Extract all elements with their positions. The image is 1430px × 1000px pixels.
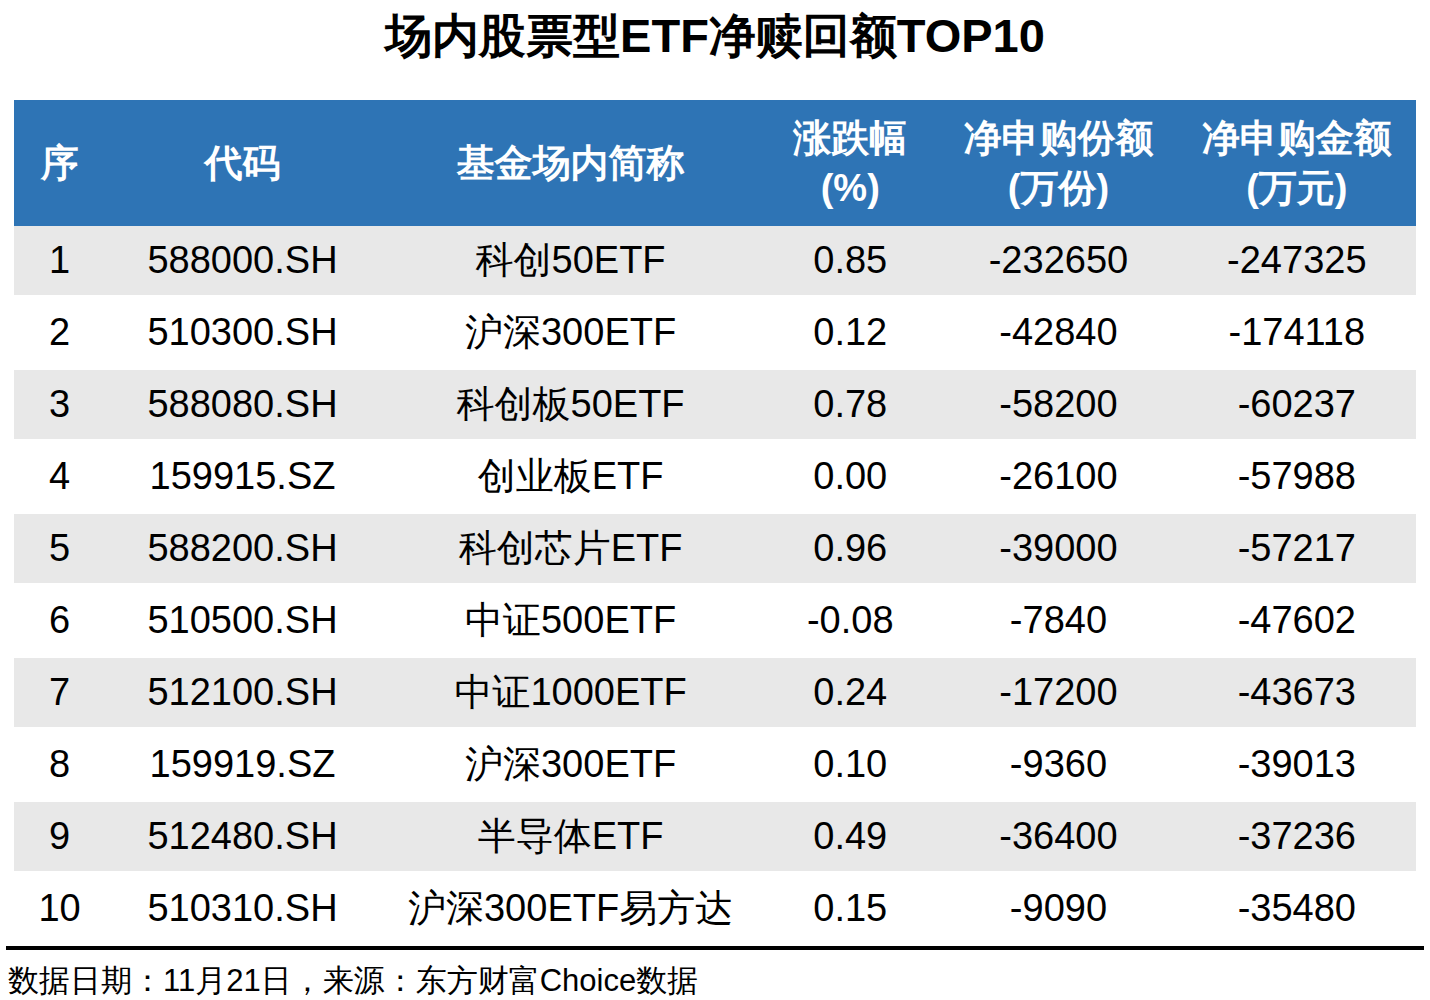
table-cell: -43673 bbox=[1178, 657, 1416, 729]
table-row: 3588080.SH科创板50ETF0.78-58200-60237 bbox=[14, 369, 1416, 441]
table-row: 1588000.SH科创50ETF0.85-232650-247325 bbox=[14, 226, 1416, 297]
table-cell: 2 bbox=[14, 297, 105, 369]
table-cell: 中证1000ETF bbox=[380, 657, 761, 729]
table-cell: 10 bbox=[14, 873, 105, 945]
table-cell: -57217 bbox=[1178, 513, 1416, 585]
table-cell: 588000.SH bbox=[105, 226, 380, 297]
table-cell: 159919.SZ bbox=[105, 729, 380, 801]
table-cell: -26100 bbox=[939, 441, 1177, 513]
table-cell: 512100.SH bbox=[105, 657, 380, 729]
column-header: 序 bbox=[14, 100, 105, 226]
table-cell: 0.49 bbox=[761, 801, 939, 873]
table-cell: -39000 bbox=[939, 513, 1177, 585]
table-cell: 沪深300ETF易方达 bbox=[380, 873, 761, 945]
table-cell: 5 bbox=[14, 513, 105, 585]
table-row: 9512480.SH半导体ETF0.49-36400-37236 bbox=[14, 801, 1416, 873]
table-cell: -42840 bbox=[939, 297, 1177, 369]
table-cell: 沪深300ETF bbox=[380, 297, 761, 369]
table-cell: 0.85 bbox=[761, 226, 939, 297]
column-header-line: 净申购金额 bbox=[1178, 113, 1416, 163]
column-header-line: 涨跌幅 bbox=[761, 113, 939, 163]
column-header-line: (万份) bbox=[939, 163, 1177, 213]
table-cell: 0.12 bbox=[761, 297, 939, 369]
data-source-note: 数据日期：11月21日，来源：东方财富Choice数据 bbox=[0, 950, 1430, 1000]
table-cell: 半导体ETF bbox=[380, 801, 761, 873]
column-header-line: 代码 bbox=[105, 138, 380, 188]
table-cell: -247325 bbox=[1178, 226, 1416, 297]
table-cell: 创业板ETF bbox=[380, 441, 761, 513]
table-cell: 510500.SH bbox=[105, 585, 380, 657]
column-header: 基金场内简称 bbox=[380, 100, 761, 226]
column-header: 代码 bbox=[105, 100, 380, 226]
table-cell: 0.10 bbox=[761, 729, 939, 801]
table-cell: -47602 bbox=[1178, 585, 1416, 657]
table-cell: -9090 bbox=[939, 873, 1177, 945]
table-row: 5588200.SH科创芯片ETF0.96-39000-57217 bbox=[14, 513, 1416, 585]
table-cell: 科创50ETF bbox=[380, 226, 761, 297]
etf-table-container: 序代码基金场内简称涨跌幅(%)净申购份额(万份)净申购金额(万元) 158800… bbox=[14, 100, 1416, 946]
column-header: 净申购份额(万份) bbox=[939, 100, 1177, 226]
table-cell: 0.00 bbox=[761, 441, 939, 513]
table-cell: -9360 bbox=[939, 729, 1177, 801]
column-header: 净申购金额(万元) bbox=[1178, 100, 1416, 226]
table-cell: 1 bbox=[14, 226, 105, 297]
table-cell: 510310.SH bbox=[105, 873, 380, 945]
table-row: 7512100.SH中证1000ETF0.24-17200-43673 bbox=[14, 657, 1416, 729]
table-row: 10510310.SH沪深300ETF易方达0.15-9090-35480 bbox=[14, 873, 1416, 945]
column-header: 涨跌幅(%) bbox=[761, 100, 939, 226]
table-cell: -60237 bbox=[1178, 369, 1416, 441]
table-cell: 科创板50ETF bbox=[380, 369, 761, 441]
table-cell: 0.96 bbox=[761, 513, 939, 585]
table-cell: -36400 bbox=[939, 801, 1177, 873]
table-cell: 159915.SZ bbox=[105, 441, 380, 513]
header-row: 序代码基金场内简称涨跌幅(%)净申购份额(万份)净申购金额(万元) bbox=[14, 100, 1416, 226]
table-cell: -39013 bbox=[1178, 729, 1416, 801]
table-cell: 7 bbox=[14, 657, 105, 729]
table-cell: 6 bbox=[14, 585, 105, 657]
table-cell: 8 bbox=[14, 729, 105, 801]
table-cell: 588080.SH bbox=[105, 369, 380, 441]
table-cell: 中证500ETF bbox=[380, 585, 761, 657]
table-cell: 3 bbox=[14, 369, 105, 441]
table-cell: 588200.SH bbox=[105, 513, 380, 585]
table-cell: 9 bbox=[14, 801, 105, 873]
column-header-line: (%) bbox=[761, 163, 939, 213]
table-cell: 0.15 bbox=[761, 873, 939, 945]
page-title: 场内股票型ETF净赎回额TOP10 bbox=[0, 0, 1430, 64]
table-row: 4159915.SZ创业板ETF0.00-26100-57988 bbox=[14, 441, 1416, 513]
table-cell: -17200 bbox=[939, 657, 1177, 729]
table-cell: -58200 bbox=[939, 369, 1177, 441]
table-row: 6510500.SH中证500ETF-0.08-7840-47602 bbox=[14, 585, 1416, 657]
table-body: 1588000.SH科创50ETF0.85-232650-24732525103… bbox=[14, 226, 1416, 945]
table-cell: 510300.SH bbox=[105, 297, 380, 369]
table-cell: -37236 bbox=[1178, 801, 1416, 873]
table-cell: -57988 bbox=[1178, 441, 1416, 513]
table-cell: 4 bbox=[14, 441, 105, 513]
table-cell: 沪深300ETF bbox=[380, 729, 761, 801]
etf-table: 序代码基金场内简称涨跌幅(%)净申购份额(万份)净申购金额(万元) 158800… bbox=[14, 100, 1416, 946]
column-header-line: 净申购份额 bbox=[939, 113, 1177, 163]
table-cell: -174118 bbox=[1178, 297, 1416, 369]
column-header-line: 序 bbox=[14, 138, 105, 188]
column-header-line: (万元) bbox=[1178, 163, 1416, 213]
table-row: 8159919.SZ沪深300ETF0.10-9360-39013 bbox=[14, 729, 1416, 801]
column-header-line: 基金场内简称 bbox=[380, 138, 761, 188]
table-cell: 0.78 bbox=[761, 369, 939, 441]
table-row: 2510300.SH沪深300ETF0.12-42840-174118 bbox=[14, 297, 1416, 369]
table-cell: -232650 bbox=[939, 226, 1177, 297]
table-cell: -7840 bbox=[939, 585, 1177, 657]
table-cell: -35480 bbox=[1178, 873, 1416, 945]
table-cell: 0.24 bbox=[761, 657, 939, 729]
table-cell: -0.08 bbox=[761, 585, 939, 657]
table-cell: 512480.SH bbox=[105, 801, 380, 873]
table-cell: 科创芯片ETF bbox=[380, 513, 761, 585]
